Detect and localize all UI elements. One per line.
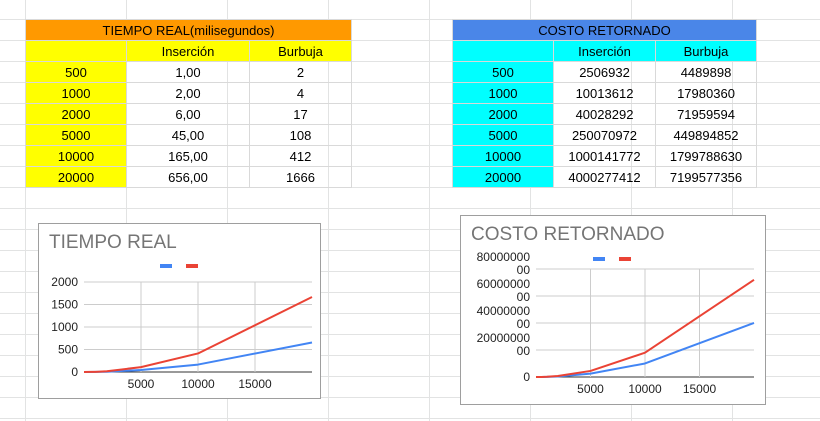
- table-cell[interactable]: 17: [249, 103, 352, 125]
- x-tick-label: 5000: [577, 382, 604, 396]
- y-tick-label-line: 60000000: [477, 277, 531, 291]
- table-row: 10000 165,00 412: [25, 145, 352, 167]
- column-header[interactable]: [452, 40, 554, 62]
- table-cell[interactable]: 1,00: [126, 61, 250, 83]
- row-label-cell[interactable]: 1000: [452, 82, 554, 104]
- costo-retornado-chart[interactable]: COSTO RETORNADO 0 20000000 00 40000000 00 600…: [460, 215, 766, 405]
- row-label-cell[interactable]: 5000: [452, 124, 554, 146]
- table-cell[interactable]: 1000141772: [553, 145, 656, 167]
- table-row: 2000 40028292 71959594: [452, 103, 757, 125]
- table-cell[interactable]: 449894852: [655, 124, 757, 146]
- x-tick-label: 10000: [181, 377, 215, 391]
- chart-title: TIEMPO REAL: [49, 232, 177, 253]
- costo-retornado-table: COSTO RETORNADO Inserción Burbuja 500 250693…: [452, 19, 757, 188]
- row-label-cell[interactable]: 20000: [452, 166, 554, 188]
- table-row: 5000 250070972 449894852: [452, 124, 757, 146]
- y-tick-label-line: 00: [517, 290, 531, 304]
- tiempo-real-chart[interactable]: TIEMPO REAL 0 500 1000 1500 2000 5000 10000 150…: [38, 223, 321, 399]
- y-tick-label: 500: [58, 343, 78, 357]
- y-tick-label-line: 20000000: [477, 331, 531, 345]
- y-tick-label: 60000000 00: [477, 277, 531, 304]
- table-cell[interactable]: 4000277412: [553, 166, 656, 188]
- table-cell[interactable]: 71959594: [655, 103, 757, 125]
- table-cell[interactable]: 108: [249, 124, 352, 146]
- table-cell[interactable]: 10013612: [553, 82, 656, 104]
- row-label-cell[interactable]: 2000: [452, 103, 554, 125]
- table-header-row: Inserción Burbuja: [452, 40, 757, 62]
- table-cell[interactable]: 2,00: [126, 82, 250, 104]
- y-tick-label: 1000: [51, 320, 78, 334]
- table-cell[interactable]: 656,00: [126, 166, 250, 188]
- y-tick-label: 20000000 00: [477, 331, 531, 358]
- row-label-cell[interactable]: 10000: [25, 145, 127, 167]
- table-cell[interactable]: 250070972: [553, 124, 656, 146]
- x-tick-label: 15000: [238, 377, 272, 391]
- y-tick-label: 0: [71, 365, 78, 379]
- row-label-cell[interactable]: 20000: [25, 166, 127, 188]
- column-header[interactable]: Inserción: [126, 40, 250, 62]
- column-header[interactable]: Inserción: [553, 40, 656, 62]
- table-title[interactable]: COSTO RETORNADO: [452, 19, 757, 41]
- column-header[interactable]: [25, 40, 127, 62]
- x-tick-label: 10000: [628, 382, 662, 396]
- table-title[interactable]: TIEMPO REAL(milisegundos): [25, 19, 352, 41]
- row-label-cell[interactable]: 1000: [25, 82, 127, 104]
- y-tick-label-line: 00: [517, 344, 531, 358]
- table-row: 5000 45,00 108: [25, 124, 352, 146]
- y-tick-label-line: 80000000: [477, 250, 531, 264]
- row-label-cell[interactable]: 10000: [452, 145, 554, 167]
- x-tick-label: 5000: [128, 377, 155, 391]
- tiempo-real-table: TIEMPO REAL(milisegundos) Inserción Burbuj…: [25, 19, 352, 188]
- table-cell[interactable]: 4489898: [655, 61, 757, 83]
- row-label-cell[interactable]: 5000: [25, 124, 127, 146]
- table-cell[interactable]: 1666: [249, 166, 352, 188]
- table-cell[interactable]: 45,00: [126, 124, 250, 146]
- table-cell[interactable]: 1799788630: [655, 145, 757, 167]
- table-title-row: TIEMPO REAL(milisegundos): [25, 19, 352, 41]
- row-label-cell[interactable]: 2000: [25, 103, 127, 125]
- table-cell[interactable]: 2: [249, 61, 352, 83]
- table-row: 500 1,00 2: [25, 61, 352, 83]
- table-cell[interactable]: 412: [249, 145, 352, 167]
- tiempo-real-chart-svg: 0 500 1000 1500 2000 5000 10000 15000: [51, 264, 313, 391]
- row-label-cell[interactable]: 500: [25, 61, 127, 83]
- series-line-1: [535, 278, 755, 378]
- chart-title: COSTO RETORNADO: [471, 224, 665, 245]
- table-row: 20000 4000277412 7199577356: [452, 166, 757, 188]
- y-tick-label: 1500: [51, 298, 78, 312]
- table-row: 1000 10013612 17980360: [452, 82, 757, 104]
- y-tick-label-line: 00: [517, 263, 531, 277]
- table-title-row: COSTO RETORNADO: [452, 19, 757, 41]
- table-row: 10000 1000141772 1799788630: [452, 145, 757, 167]
- y-tick-label-line: 00: [517, 317, 531, 331]
- x-tick-label: 15000: [683, 382, 717, 396]
- table-cell[interactable]: 7199577356: [655, 166, 757, 188]
- y-tick-label: 0: [523, 370, 530, 384]
- table-cell[interactable]: 2506932: [553, 61, 656, 83]
- table-cell[interactable]: 17980360: [655, 82, 757, 104]
- table-cell[interactable]: 40028292: [553, 103, 656, 125]
- table-cell[interactable]: 165,00: [126, 145, 250, 167]
- table-row: 1000 2,00 4: [25, 82, 352, 104]
- series-line-1: [83, 296, 313, 373]
- table-row: 500 2506932 4489898: [452, 61, 757, 83]
- y-tick-label-line: 40000000: [477, 304, 531, 318]
- y-tick-label: 2000: [51, 275, 78, 289]
- y-tick-label: 80000000 00: [477, 250, 531, 277]
- row-label-cell[interactable]: 500: [452, 61, 554, 83]
- table-cell[interactable]: 4: [249, 82, 352, 104]
- table-row: 20000 656,00 1666: [25, 166, 352, 188]
- y-tick-label: 40000000 00: [477, 304, 531, 331]
- column-header[interactable]: Burbuja: [655, 40, 757, 62]
- table-header-row: Inserción Burbuja: [25, 40, 352, 62]
- column-header[interactable]: Burbuja: [249, 40, 352, 62]
- table-row: 2000 6,00 17: [25, 103, 352, 125]
- table-cell[interactable]: 6,00: [126, 103, 250, 125]
